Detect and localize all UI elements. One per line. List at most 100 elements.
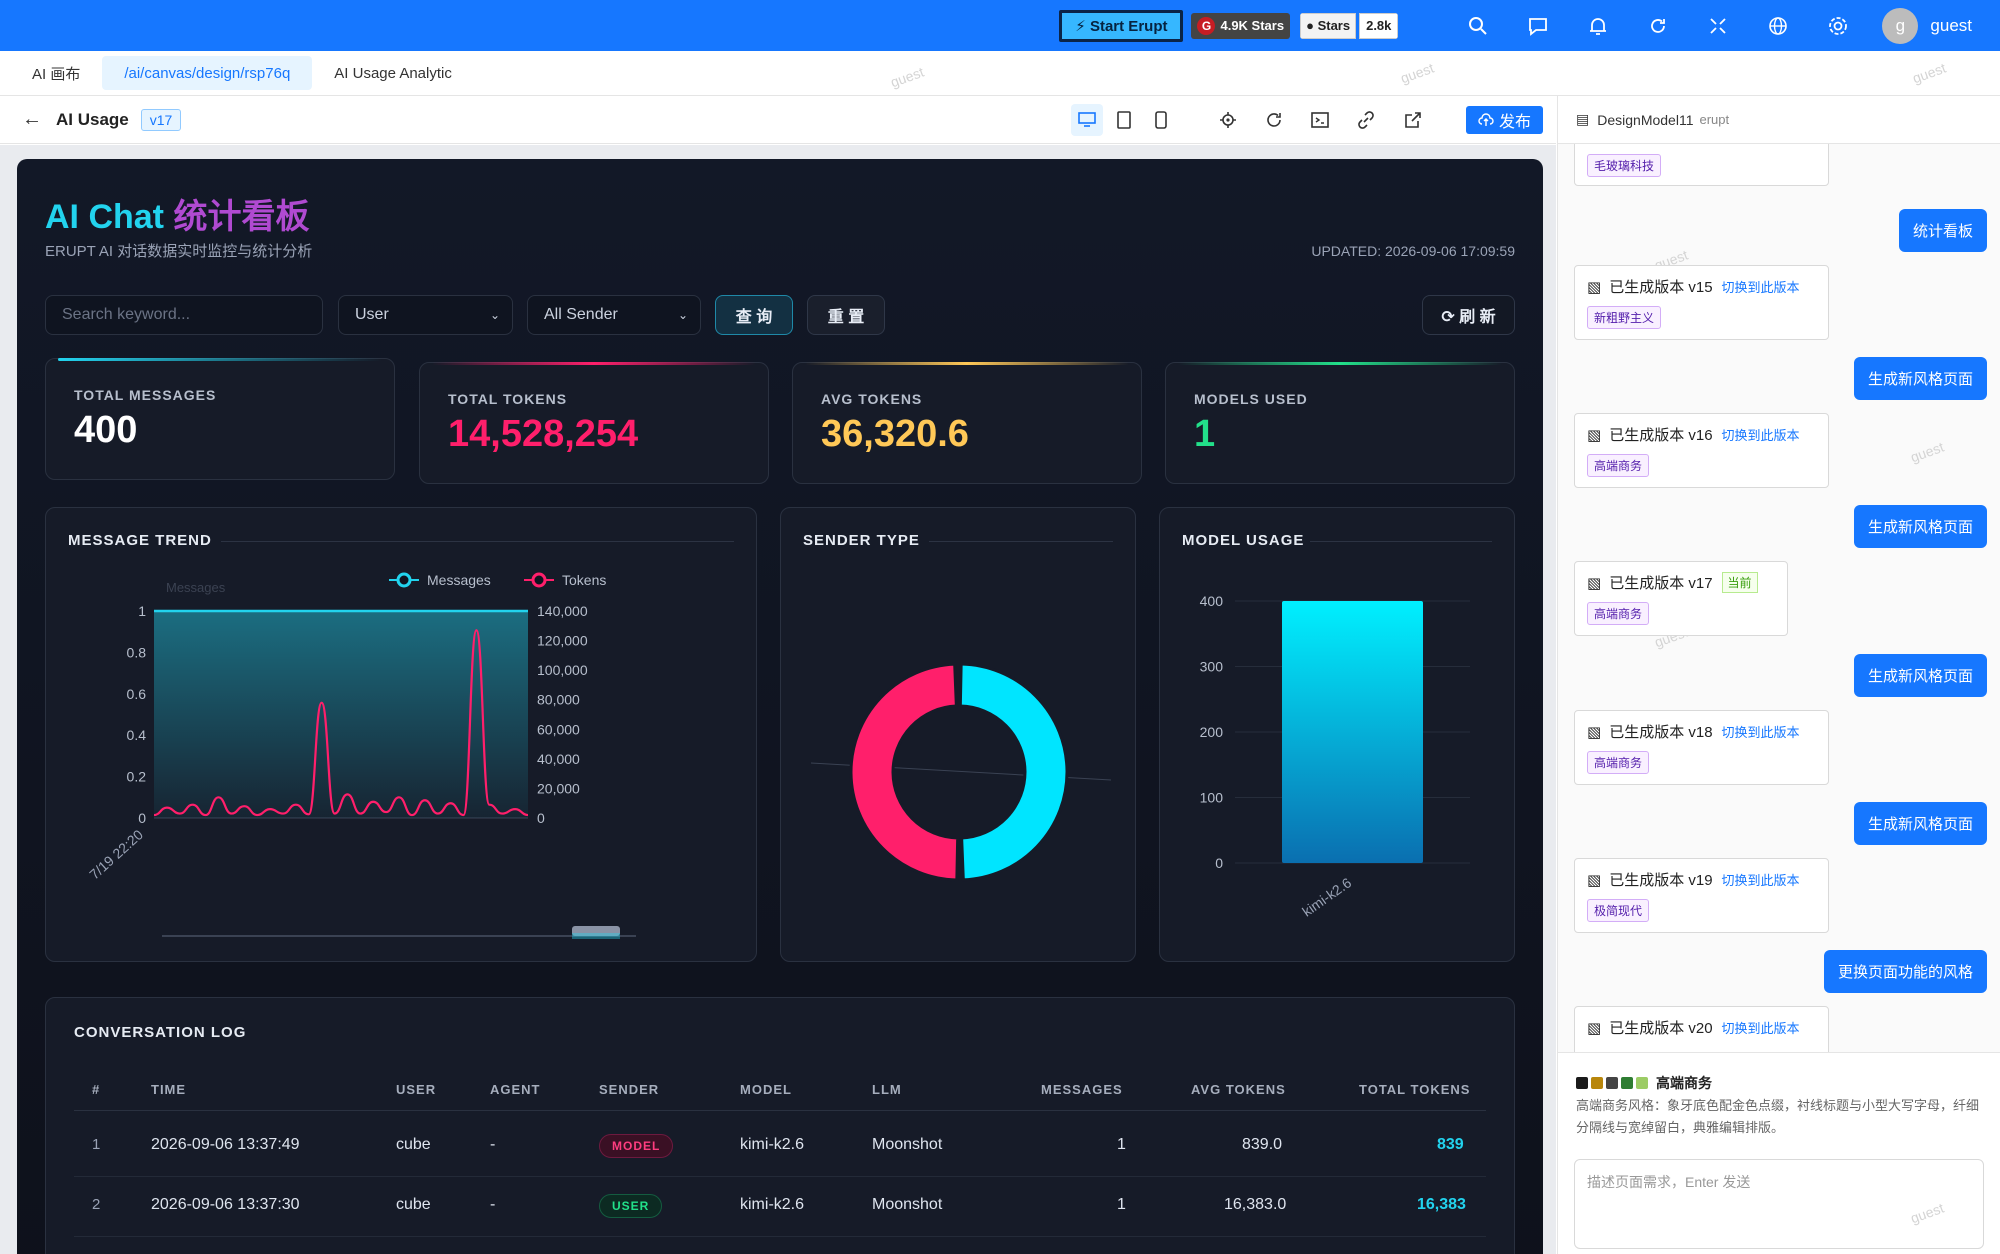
- code-icon[interactable]: [1304, 104, 1336, 136]
- switch-version-link[interactable]: 切换到此版本: [1721, 725, 1800, 740]
- desktop-view-icon[interactable]: [1071, 104, 1103, 136]
- version-card[interactable]: 毛玻璃科技: [1574, 144, 1829, 186]
- design-canvas: AI Chat 统计看板 ERUPT AI 对话数据实时监控与统计分析 UPDA…: [0, 145, 1556, 1254]
- col-header: AVG TOKENS: [1191, 1082, 1286, 1097]
- cell-total-tokens: 839: [1437, 1136, 1464, 1153]
- github-stars-badge[interactable]: ● Stars 2.8k: [1300, 12, 1399, 39]
- col-header: TOTAL TOKENS: [1359, 1082, 1471, 1097]
- reload-icon[interactable]: [1258, 104, 1290, 136]
- zoom-window: [572, 933, 620, 939]
- user-message: 生成新风格页面: [1853, 505, 1987, 548]
- user-message: 生成新风格页面: [1853, 654, 1987, 697]
- user-message: 统计看板: [1898, 209, 1987, 252]
- pie-slice-user: [958, 662, 1069, 882]
- prompt-input[interactable]: 描述页面需求，Enter 发送: [1574, 1159, 1984, 1249]
- stat-label: TOTAL TOKENS: [448, 391, 568, 407]
- sender-type-chart: [810, 662, 1112, 882]
- cell-time: 2026-09-06 13:37:30: [151, 1196, 300, 1213]
- user-select[interactable]: User ⌄: [338, 295, 513, 335]
- version-card[interactable]: ▧ 已生成版本 v20 切换到此版本: [1574, 1006, 1829, 1052]
- stat-accent: [805, 362, 1129, 365]
- version-card[interactable]: ▧ 已生成版本 v17 当前 高端商务: [1574, 561, 1788, 636]
- col-header: MESSAGES: [1041, 1082, 1123, 1097]
- username[interactable]: guest: [1930, 15, 1972, 35]
- back-arrow-icon[interactable]: ←: [22, 108, 42, 130]
- switch-version-link[interactable]: 切换到此版本: [1721, 280, 1800, 295]
- locate-icon[interactable]: [1212, 104, 1244, 136]
- divider: [74, 1236, 1486, 1237]
- cell-time: 2026-09-06 13:37:49: [151, 1136, 300, 1153]
- col-header: TIME: [151, 1082, 187, 1097]
- col-header: LLM: [872, 1082, 902, 1097]
- tab-ai-usage-analytic[interactable]: AI Usage Analytic: [334, 64, 452, 82]
- search-input[interactable]: Search keyword...: [45, 295, 323, 335]
- bell-icon[interactable]: [1568, 0, 1628, 51]
- divider: [74, 1176, 1486, 1177]
- gitee-stars-badge[interactable]: G 4.9K Stars: [1191, 12, 1291, 39]
- watermark: guest: [888, 63, 926, 91]
- document-icon: ▧: [1587, 723, 1602, 741]
- page-title: AI Usage: [56, 109, 129, 129]
- switch-version-link[interactable]: 切换到此版本: [1721, 873, 1800, 888]
- model-usage-panel: MODEL USAGE 400 300 200 100 0 kimi-k2.6: [1159, 507, 1515, 962]
- switch-version-link[interactable]: 切换到此版本: [1721, 1021, 1800, 1036]
- y-left-tick-label: 0.2: [127, 769, 147, 785]
- sender-badge: USER: [599, 1194, 663, 1218]
- start-erupt-button[interactable]: ⚡ Start Erupt: [1059, 9, 1184, 42]
- user-message: 生成新风格页面: [1853, 357, 1987, 400]
- link-icon[interactable]: [1350, 104, 1382, 136]
- y-right-tick-label: 0: [537, 810, 545, 826]
- version-card[interactable]: ▧ 已生成版本 v16 切换到此版本 高端商务: [1574, 413, 1829, 488]
- dashboard-preview: AI Chat 统计看板 ERUPT AI 对话数据实时监控与统计分析 UPDA…: [17, 159, 1543, 1254]
- stat-card-avg-tokens: AVG TOKENS 36,320.6: [792, 362, 1142, 484]
- message-trend-panel: MESSAGE TREND 1 0.8 0.6 0.4 0.2 0 140,000 120,0…: [45, 507, 757, 962]
- reset-button[interactable]: 重 置: [807, 295, 885, 335]
- cell-messages: 1: [1117, 1196, 1126, 1213]
- refresh-button[interactable]: ⟳ 刷 新: [1422, 295, 1515, 335]
- watermark: guest: [1908, 438, 1946, 466]
- query-button[interactable]: 查 询: [715, 295, 793, 335]
- sender-select[interactable]: All Sender ⌄: [527, 295, 701, 335]
- version-card[interactable]: ▧ 已生成版本 v15 切换到此版本 新粗野主义: [1574, 265, 1829, 340]
- style-selector[interactable]: 高端商务: [1576, 1073, 1712, 1093]
- cell-agent: -: [490, 1136, 496, 1153]
- refresh-icon[interactable]: [1628, 0, 1688, 51]
- panel-title: MODEL USAGE: [1182, 532, 1305, 549]
- y-right-tick-label: 100,000: [537, 662, 588, 678]
- settings-icon[interactable]: [1808, 0, 1868, 51]
- tokens-series-line: [153, 629, 529, 817]
- col-header: USER: [396, 1082, 437, 1097]
- editor-toolbar: ← AI Usage v17 发布: [0, 96, 1556, 144]
- stat-accent: [1178, 362, 1502, 365]
- y-tick-label: 200: [1200, 724, 1224, 740]
- mobile-view-icon[interactable]: [1145, 104, 1177, 136]
- version-card[interactable]: ▧ 已生成版本 v19 切换到此版本 极简现代: [1574, 858, 1829, 933]
- tab-ai-canvas[interactable]: AI 画布: [32, 65, 81, 83]
- user-message: 生成新风格页面: [1853, 802, 1987, 845]
- open-external-icon[interactable]: [1397, 104, 1429, 136]
- search-icon[interactable]: [1448, 0, 1508, 51]
- panel-title: SENDER TYPE: [803, 532, 920, 549]
- version-card[interactable]: ▧ 已生成版本 v18 切换到此版本 高端商务: [1574, 710, 1829, 785]
- fullscreen-icon[interactable]: [1688, 0, 1748, 51]
- publish-button[interactable]: 发布: [1466, 106, 1543, 134]
- style-tag: 新粗野主义: [1587, 306, 1662, 329]
- style-tag: 极简现代: [1587, 899, 1650, 922]
- switch-version-link[interactable]: 切换到此版本: [1721, 428, 1800, 443]
- chat-icon[interactable]: [1508, 0, 1568, 51]
- x-tick-label: 7/19 22:20: [86, 826, 146, 882]
- y-right-tick-label: 140,000: [537, 603, 588, 619]
- model-name: DesignModel11: [1597, 111, 1694, 128]
- y-right-tick-label: 120,000: [537, 633, 588, 649]
- y-tick-label: 100: [1200, 790, 1224, 806]
- stat-value: 400: [74, 409, 138, 451]
- y-left-tick-label: 0: [138, 810, 146, 826]
- y-right-tick-label: 80,000: [537, 692, 580, 708]
- globe-icon[interactable]: [1748, 0, 1808, 51]
- avatar[interactable]: g: [1882, 7, 1919, 44]
- tablet-view-icon[interactable]: [1108, 104, 1140, 136]
- tab-canvas-design[interactable]: /ai/canvas/design/rsp76q: [102, 56, 313, 90]
- cell-total-tokens: 16,383: [1417, 1196, 1466, 1213]
- github-icon: ●: [1306, 18, 1314, 33]
- document-icon: ▧: [1587, 278, 1602, 296]
